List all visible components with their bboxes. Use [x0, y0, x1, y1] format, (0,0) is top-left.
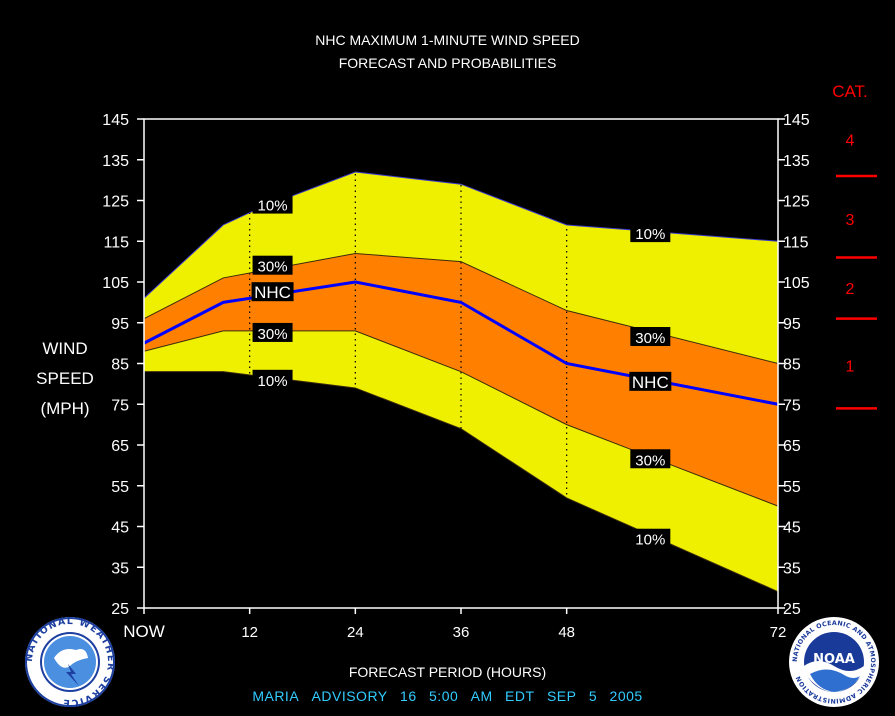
series-label-box	[630, 327, 671, 347]
series-label: 10%	[258, 198, 288, 215]
y-tick-label-right: 135	[783, 153, 810, 170]
series-label: NHC	[254, 283, 291, 302]
x-tick-label: 12	[241, 624, 258, 641]
series-label-box	[629, 371, 672, 391]
series-label-box	[630, 528, 671, 548]
series-label-box	[630, 449, 671, 469]
series-lines	[143, 171, 779, 593]
series-labels: 10% 30% NHC 30% 10% 10% 30% NHC 30% 10%	[251, 194, 672, 549]
x-tick-label: 72	[770, 624, 787, 641]
series-label-box	[252, 322, 293, 342]
y-tick-label-right: 25	[783, 601, 801, 618]
x-axis-label: FORECAST PERIOD (HOURS)	[348, 664, 547, 680]
category-label-4: 4	[846, 132, 855, 149]
series-label: 10%	[258, 373, 288, 390]
line-nhc-forecast	[143, 280, 779, 406]
category-label-2: 2	[846, 281, 855, 298]
line-upper-30	[143, 252, 779, 364]
y-tick-label-right: 105	[783, 275, 810, 292]
y-tick-label-left: 45	[111, 520, 129, 537]
chart-title-line2: FORECAST AND PROBABILITIES	[338, 55, 557, 71]
series-label: NHC	[632, 373, 669, 392]
y-axis-label-unit: (MPH)	[40, 399, 90, 418]
y-tick-label-right: 115	[783, 234, 809, 251]
vertical-grid	[249, 119, 568, 608]
advisory-label: ADVISORY	[311, 688, 388, 704]
advisory-day: 5	[588, 688, 598, 704]
series-label-box	[630, 223, 671, 243]
x-tick-label: NOW	[123, 622, 165, 641]
y-tick-label-left: 55	[111, 479, 129, 496]
advisory-timezone: EDT	[505, 688, 535, 704]
y-axis-label-speed: SPEED	[36, 369, 94, 388]
advisory-year: 2005	[609, 688, 643, 704]
y-tick-label-right: 145	[783, 112, 810, 129]
probability-bands	[144, 171, 778, 592]
category-scale: 4 3 2 1	[836, 132, 877, 410]
line-lower-10	[144, 371, 779, 593]
nws-logo: NATIONAL WEATHER SERVICE	[24, 616, 115, 708]
y-axis-label-wind: WIND	[42, 339, 88, 358]
series-label-box	[252, 369, 293, 389]
advisory-ampm: AM	[470, 688, 493, 704]
series-label: 30%	[635, 330, 665, 347]
y-tick-label-right: 125	[783, 194, 810, 211]
axis-ticks: 25 25 35 35 45 45 55 55 65 65 75 75 85 85 95 95 105 105 11…	[102, 112, 810, 641]
category-scale-title: CAT.	[832, 82, 868, 101]
y-tick-label-left: 135	[102, 153, 129, 170]
y-tick-label-left: 95	[111, 316, 129, 333]
x-tick-label: 24	[347, 624, 364, 641]
y-tick-label-left: 75	[111, 397, 129, 414]
series-label: 10%	[635, 226, 665, 243]
band-30-percent	[144, 253, 778, 507]
chart-title-line1: NHC MAXIMUM 1-MINUTE WIND SPEED	[315, 32, 580, 48]
series-label: 10%	[635, 532, 665, 549]
category-label-1: 1	[846, 359, 855, 376]
y-tick-label-left: 85	[111, 357, 129, 374]
y-tick-label-right: 45	[783, 520, 801, 537]
series-label: 30%	[258, 326, 288, 343]
advisory-time: 5:00	[429, 688, 459, 704]
advisory-month: SEP	[546, 688, 577, 704]
y-tick-label-right: 65	[783, 438, 801, 455]
y-tick-label-left: 125	[102, 194, 129, 211]
y-tick-label-right: 75	[783, 397, 801, 414]
y-tick-label-left: 115	[103, 234, 129, 251]
series-label-box	[251, 282, 294, 302]
storm-name: MARIA	[252, 688, 300, 704]
noaa-logo: NOAA NATIONAL OCEANIC AND ATMOSPHERIC AD…	[789, 617, 879, 707]
category-label-3: 3	[846, 212, 855, 229]
series-label: 30%	[258, 259, 288, 276]
y-tick-label-right: 95	[783, 316, 801, 333]
x-tick-label: 36	[453, 624, 470, 641]
y-tick-label-right: 85	[783, 357, 801, 374]
series-label-box	[252, 194, 293, 214]
noaa-logo-text: NOAA	[813, 652, 855, 667]
line-upper-10	[143, 171, 779, 299]
x-tick-label: 48	[558, 624, 575, 641]
y-tick-label-left: 35	[111, 560, 129, 577]
line-lower-30	[143, 330, 779, 507]
y-tick-label-right: 35	[783, 560, 801, 577]
y-tick-label-left: 145	[102, 112, 129, 129]
series-label-box	[252, 255, 293, 275]
series-label: 30%	[635, 452, 665, 469]
advisory-line: MARIA ADVISORY 16 5:00 AM EDT SEP 5 2005	[0, 688, 895, 704]
y-tick-label-left: 25	[111, 601, 129, 618]
y-tick-label-left: 105	[102, 275, 129, 292]
y-tick-label-right: 55	[783, 479, 801, 496]
advisory-number: 16	[400, 688, 417, 704]
y-tick-label-left: 65	[111, 438, 129, 455]
